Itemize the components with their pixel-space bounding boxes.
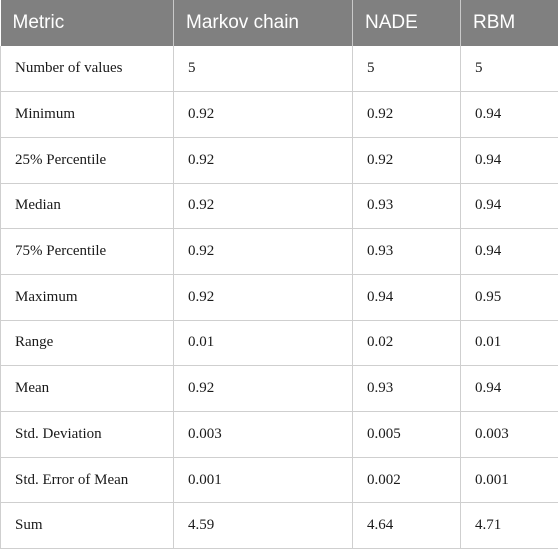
rbm-cell: 0.94 [460, 137, 558, 184]
markov-chain-cell: 0.92 [173, 183, 353, 230]
nade-cell: 0.002 [352, 457, 461, 504]
table-row: Number of values 5 5 5 [0, 46, 558, 93]
markov-chain-cell: 0.92 [173, 91, 353, 138]
table-row: Std. Error of Mean 0.001 0.002 0.001 [0, 457, 558, 504]
rbm-cell: 0.94 [460, 365, 558, 412]
markov-chain-cell: 0.92 [173, 365, 353, 412]
rbm-cell: 0.95 [460, 274, 558, 321]
nade-cell: 0.005 [352, 411, 461, 458]
markov-chain-cell: 0.01 [173, 320, 353, 367]
table-row: Std. Deviation 0.003 0.005 0.003 [0, 411, 558, 458]
nade-cell: 0.93 [352, 228, 461, 275]
metric-cell: Minimum [0, 91, 174, 138]
metric-cell: Std. Deviation [0, 411, 174, 458]
table-row: 25% Percentile 0.92 0.92 0.94 [0, 137, 558, 184]
nade-cell: 0.02 [352, 320, 461, 367]
table-body: Number of values 5 5 5 Minimum 0.92 0.92… [0, 46, 558, 549]
markov-chain-cell: 4.59 [173, 502, 353, 549]
table-row: Sum 4.59 4.64 4.71 [0, 502, 558, 549]
metric-cell: Mean [0, 365, 174, 412]
nade-cell: 5 [352, 46, 461, 93]
nade-cell: 0.93 [352, 183, 461, 230]
metric-cell: 75% Percentile [0, 228, 174, 275]
metric-cell: Maximum [0, 274, 174, 321]
nade-cell: 0.93 [352, 365, 461, 412]
table-row: 75% Percentile 0.92 0.93 0.94 [0, 228, 558, 275]
table-row: Minimum 0.92 0.92 0.94 [0, 91, 558, 138]
metric-cell: Sum [0, 502, 174, 549]
rbm-cell: 0.01 [460, 320, 558, 367]
markov-chain-cell: 0.003 [173, 411, 353, 458]
header-metric: Metric [0, 0, 174, 46]
metric-cell: Std. Error of Mean [0, 457, 174, 504]
nade-cell: 0.92 [352, 137, 461, 184]
header-rbm: RBM [460, 0, 558, 46]
nade-cell: 0.94 [352, 274, 461, 321]
header-nade: NADE [352, 0, 461, 46]
rbm-cell: 4.71 [460, 502, 558, 549]
header-row: Metric Markov chain NADE RBM [0, 0, 558, 46]
rbm-cell: 0.94 [460, 228, 558, 275]
table-row: Maximum 0.92 0.94 0.95 [0, 274, 558, 321]
nade-cell: 0.92 [352, 91, 461, 138]
markov-chain-cell: 0.92 [173, 137, 353, 184]
markov-chain-cell: 5 [173, 46, 353, 93]
metric-cell: Number of values [0, 46, 174, 93]
markov-chain-cell: 0.001 [173, 457, 353, 504]
header-markov-chain: Markov chain [173, 0, 353, 46]
metric-cell: Median [0, 183, 174, 230]
table-row: Range 0.01 0.02 0.01 [0, 320, 558, 367]
markov-chain-cell: 0.92 [173, 274, 353, 321]
table-row: Mean 0.92 0.93 0.94 [0, 365, 558, 412]
table-row: Median 0.92 0.93 0.94 [0, 183, 558, 230]
rbm-cell: 0.94 [460, 183, 558, 230]
rbm-cell: 0.003 [460, 411, 558, 458]
rbm-cell: 0.001 [460, 457, 558, 504]
nade-cell: 4.64 [352, 502, 461, 549]
rbm-cell: 0.94 [460, 91, 558, 138]
metric-cell: Range [0, 320, 174, 367]
rbm-cell: 5 [460, 46, 558, 93]
metric-cell: 25% Percentile [0, 137, 174, 184]
table-header: Metric Markov chain NADE RBM [0, 0, 558, 46]
markov-chain-cell: 0.92 [173, 228, 353, 275]
